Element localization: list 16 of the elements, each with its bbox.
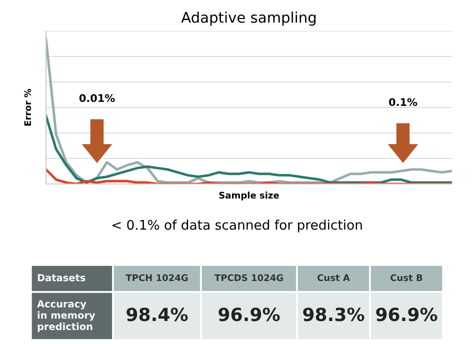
- x-axis-title: Sample size: [219, 192, 279, 200]
- text: 98.4%: [126, 308, 188, 322]
- annotation: 0.01%: [79, 94, 115, 102]
- category-label: TPCDS 1024G: [214, 274, 283, 282]
- text: < 0.1% of data scanned for prediction: [112, 220, 362, 232]
- text: Accuracy in memory prediction: [37, 300, 96, 332]
- text: 98.3%: [303, 308, 364, 322]
- text: 96.9%: [218, 308, 280, 322]
- category-label: Cust A: [318, 274, 350, 282]
- text: Datasets: [38, 274, 86, 282]
- annotation: 0.1%: [389, 98, 418, 106]
- y-axis-title: Error %: [24, 88, 32, 126]
- category-label: Cust B: [390, 274, 422, 282]
- category-label: TPCH 1024G: [126, 274, 188, 282]
- text: 96.9%: [376, 308, 438, 322]
- chart-title: Adaptive sampling: [181, 12, 316, 26]
